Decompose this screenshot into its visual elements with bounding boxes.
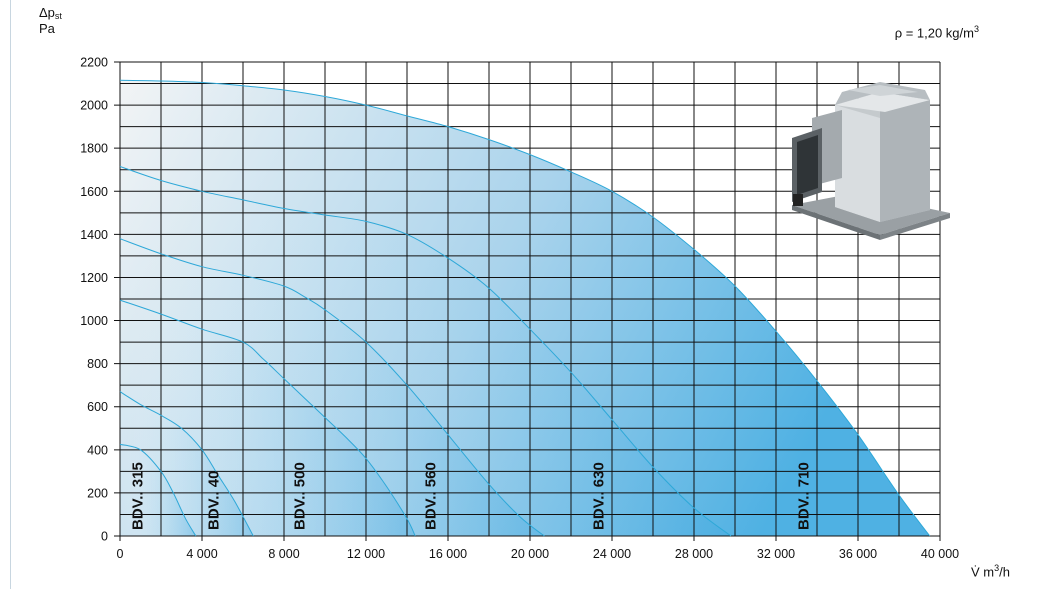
y-tick-label: 600 xyxy=(87,400,108,414)
y-tick-label: 2200 xyxy=(80,56,108,70)
y-tick-label: 1800 xyxy=(80,142,108,156)
x-tick-label: 12 000 xyxy=(347,547,385,561)
x-tick-label: 28 000 xyxy=(675,547,713,561)
model-label: BDV.. 630 xyxy=(591,462,608,530)
model-labels: BDV.. 315 BDV.. 40 BDV.. 500 BDV.. 560 BDV..… xyxy=(129,462,812,530)
model-label: BDV.. 40 xyxy=(205,471,222,530)
fan-curve-line xyxy=(119,443,197,537)
fan-curve-line xyxy=(119,299,416,537)
x-tick-label: 20 000 xyxy=(511,547,549,561)
y-tick-label: 1400 xyxy=(80,228,108,242)
x-tick-label: 4 000 xyxy=(186,547,217,561)
left-border-line xyxy=(10,0,11,589)
fan-curve-line xyxy=(119,166,732,537)
y-axis-unit: Pa xyxy=(39,21,55,36)
fan-curves xyxy=(119,79,931,537)
operating-area xyxy=(120,444,196,536)
y-tick-labels: 0 200 400 600 800 1000 1200 1400 1600 1800 2000 220… xyxy=(80,56,108,544)
x-tick-label: 16 000 xyxy=(429,547,467,561)
air-density-label: ρ = 1,20 kg/m3 xyxy=(894,24,979,41)
operating-areas xyxy=(120,80,930,537)
y-tick-label: 1600 xyxy=(80,185,108,199)
model-label: BDV.. 710 xyxy=(796,462,813,530)
x-tick-label: 0 xyxy=(117,547,124,561)
model-label: BDV.. 560 xyxy=(423,462,440,530)
fan-curve-line xyxy=(119,79,931,537)
y-tick-label: 200 xyxy=(87,486,108,500)
y-tick-label: 800 xyxy=(87,357,108,371)
roof-fan-product-photo xyxy=(792,82,950,240)
model-label: BDV.. 315 xyxy=(129,462,146,530)
x-tick-label: 8 000 xyxy=(268,547,299,561)
x-tick-label: 24 000 xyxy=(593,547,631,561)
y-axis-symbol: Δpst xyxy=(39,5,62,22)
fan-curve-line xyxy=(119,391,254,537)
y-tick-label: 2000 xyxy=(80,99,108,113)
y-tick-label: 1200 xyxy=(80,271,108,285)
model-label: BDV.. 500 xyxy=(291,462,308,530)
x-axis-unit: V̇ m3/h xyxy=(971,563,1010,580)
chart-grid xyxy=(114,61,941,541)
y-tick-label: 400 xyxy=(87,443,108,457)
fan-curve-line xyxy=(119,238,545,537)
x-tick-label: 32 000 xyxy=(757,547,795,561)
x-tick-label: 40 000 xyxy=(921,547,959,561)
x-tick-labels: 0 4 000 8 000 12 000 16 000 20 000 24 000 28 00… xyxy=(117,547,960,561)
y-tick-label: 1000 xyxy=(80,314,108,328)
x-tick-label: 36 000 xyxy=(839,547,877,561)
y-tick-label: 0 xyxy=(101,530,108,544)
